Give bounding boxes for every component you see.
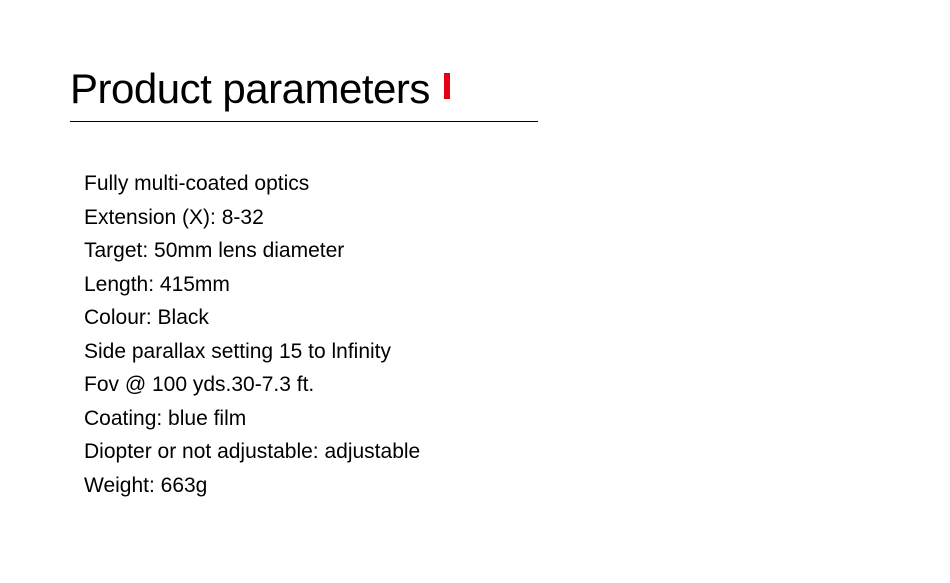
list-item: Extension (X): 8-32 [84, 207, 880, 228]
list-item: Length: 415mm [84, 274, 880, 295]
list-item: Colour: Black [84, 307, 880, 328]
heading-line: Product parameters [70, 65, 538, 113]
heading-block: Product parameters [70, 65, 538, 122]
parameters-list: Fully multi-coated optics Extension (X):… [70, 173, 880, 496]
accent-bar-icon [444, 73, 450, 99]
list-item: Target: 50mm lens diameter [84, 240, 880, 261]
page-title: Product parameters [70, 65, 430, 113]
list-item: Diopter or not adjustable: adjustable [84, 441, 880, 462]
list-item: Weight: 663g [84, 475, 880, 496]
list-item: Side parallax setting 15 to lnfinity [84, 341, 880, 362]
heading-underline [70, 121, 538, 122]
list-item: Fully multi-coated optics [84, 173, 880, 194]
page-container: Product parameters Fully multi-coated op… [0, 0, 950, 583]
list-item: Fov @ 100 yds.30-7.3 ft. [84, 374, 880, 395]
list-item: Coating: blue film [84, 408, 880, 429]
